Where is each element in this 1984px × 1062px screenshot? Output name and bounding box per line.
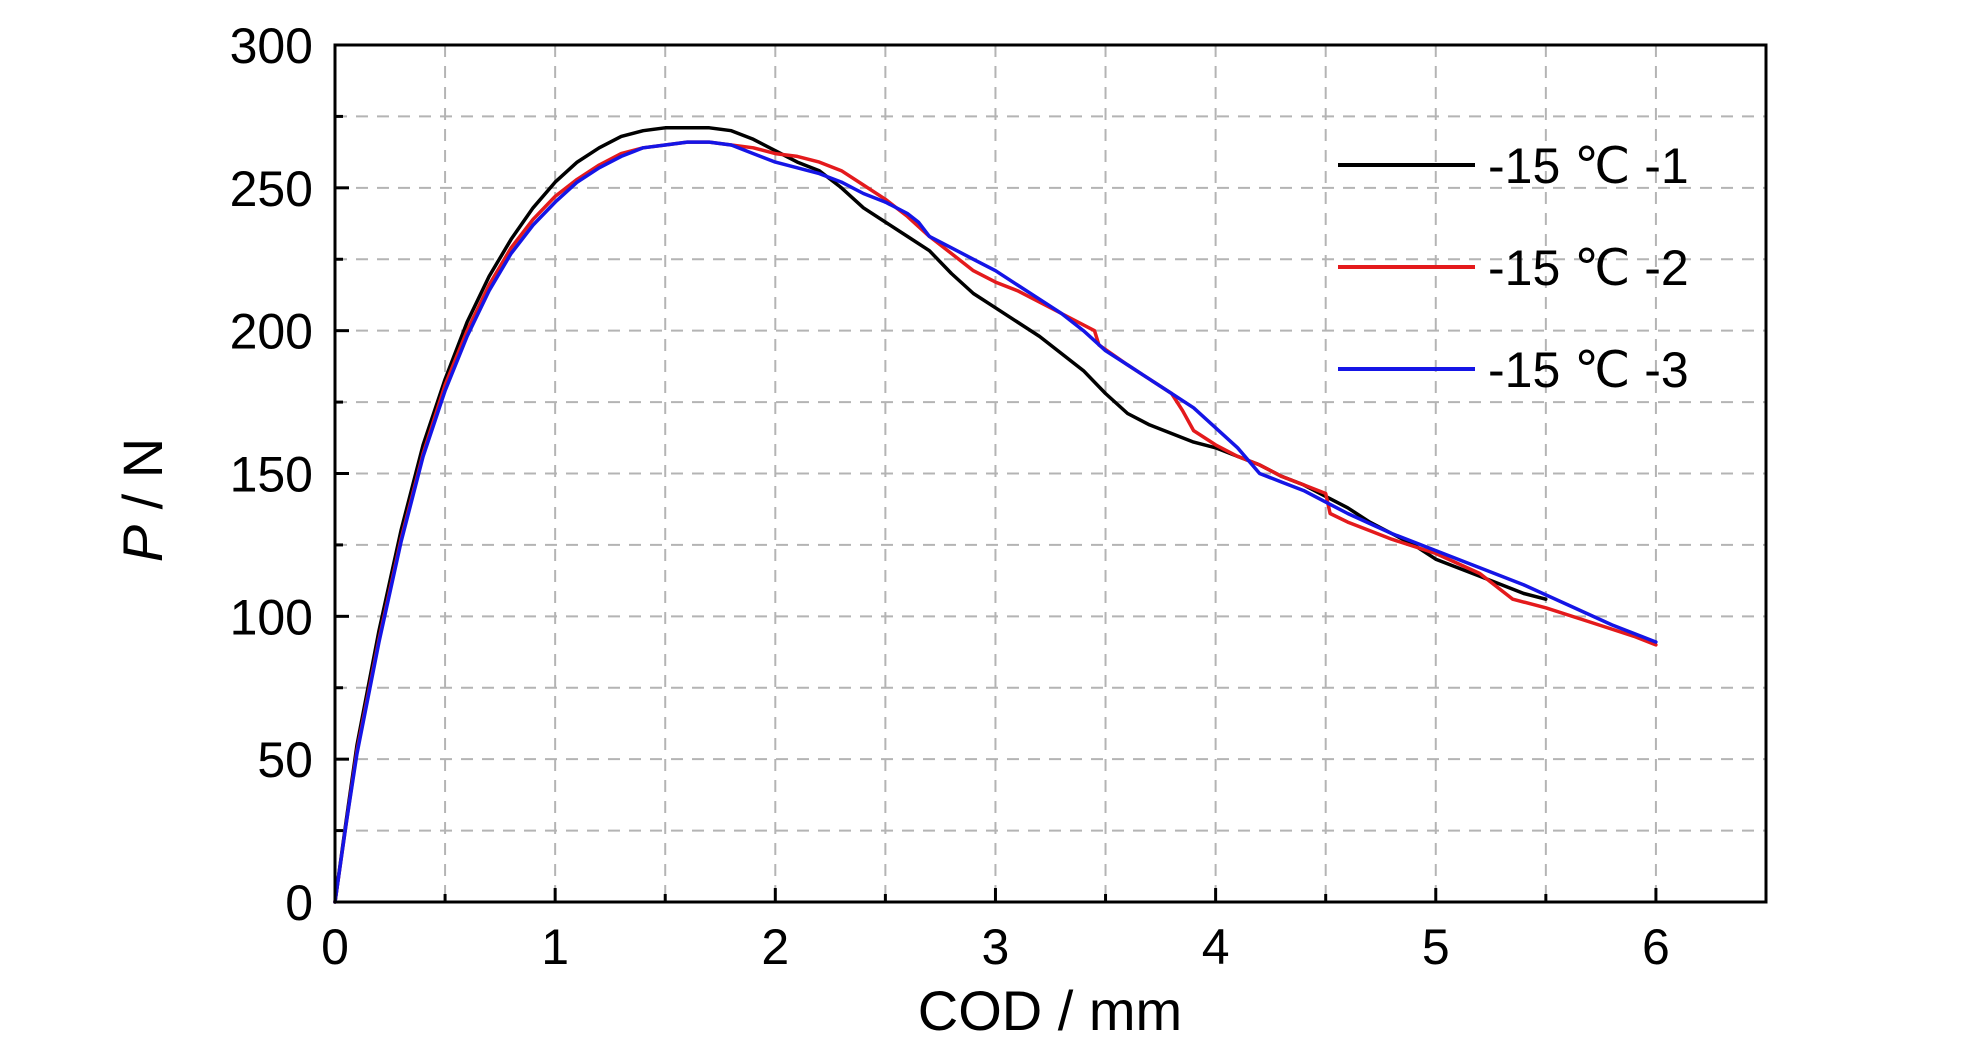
x-tick-label: 1 [541, 919, 569, 975]
legend: -15 ℃ -1 -15 ℃ -2 -15 ℃ -3 [1338, 138, 1689, 398]
y-axis-title: P / N [111, 438, 174, 562]
x-axis-title: COD / mm [918, 979, 1182, 1042]
y-tick-label: 300 [230, 18, 313, 74]
x-tick-label: 4 [1202, 919, 1230, 975]
y-tick-label: 0 [285, 875, 313, 931]
y-tick-label: 250 [230, 161, 313, 217]
tick-labels: 0 1 2 3 4 5 6 0 50 100 150 200 250 300 [230, 18, 1670, 975]
y-tick-label: 150 [230, 447, 313, 503]
legend-label-1: -15 ℃ -1 [1488, 138, 1689, 194]
x-tick-label: 6 [1642, 919, 1670, 975]
y-tick-label: 200 [230, 304, 313, 360]
y-axis-symbol: P [111, 525, 174, 562]
x-tick-label: 2 [761, 919, 789, 975]
legend-label-3: -15 ℃ -3 [1488, 342, 1689, 398]
y-tick-label: 50 [257, 732, 313, 788]
series-line-2 [333, 140, 1658, 904]
y-axis-unit: / N [111, 438, 174, 525]
grid-layer [335, 45, 1766, 902]
x-tick-label: 0 [321, 919, 349, 975]
legend-label-2: -15 ℃ -2 [1488, 240, 1689, 296]
ticks-layer [333, 43, 1658, 904]
x-tick-label: 3 [982, 919, 1010, 975]
y-tick-label: 100 [230, 589, 313, 645]
x-tick-label: 5 [1422, 919, 1450, 975]
series-layer [333, 126, 1658, 904]
series-line-3 [333, 140, 1658, 904]
